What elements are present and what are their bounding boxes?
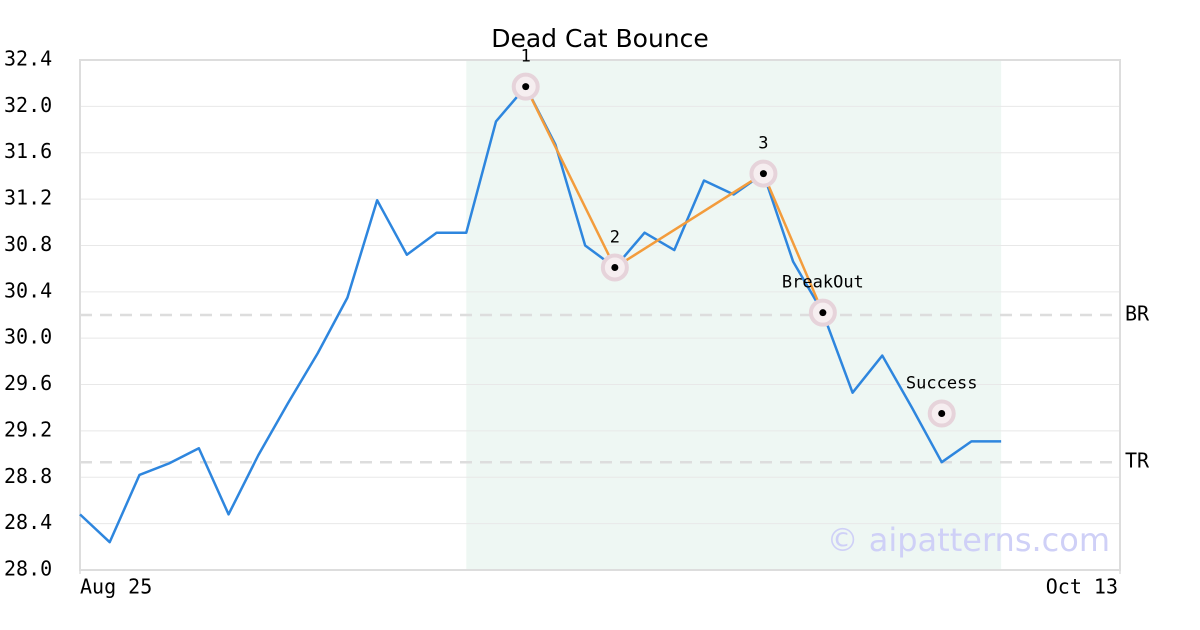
- pattern-line: [524, 86, 825, 314]
- y-tick-label: 30.0: [4, 325, 52, 349]
- y-tick-label: 31.2: [4, 186, 52, 210]
- y-tick-label: 29.2: [4, 417, 52, 441]
- level-label: TR: [1125, 449, 1150, 473]
- level-label: BR: [1125, 302, 1150, 326]
- y-tick-label: 30.8: [4, 232, 52, 256]
- y-tick-label: 28.4: [4, 510, 52, 534]
- annotation-dot: [759, 170, 767, 178]
- y-tick-label: 30.4: [4, 278, 52, 302]
- annotation-label: 3: [758, 134, 768, 154]
- annotation-dot: [938, 410, 946, 418]
- annotation-label: Success: [906, 374, 978, 394]
- y-tick-label: 28.8: [4, 464, 52, 488]
- annotation-dot: [611, 263, 619, 271]
- annotation-dot: [819, 309, 827, 317]
- watermark: © aipatterns.com: [827, 521, 1110, 559]
- chart-title: Dead Cat Bounce: [491, 24, 709, 53]
- annotation-label: 1: [521, 47, 531, 67]
- annotation-dot: [522, 83, 530, 91]
- y-tick-label: 32.4: [4, 47, 52, 71]
- x-tick-label: Aug 25: [80, 575, 152, 599]
- y-tick-label: 31.6: [4, 139, 52, 163]
- annotation-label: BreakOut: [782, 273, 864, 293]
- y-tick-label: 29.6: [4, 371, 52, 395]
- y-tick-label: 28.0: [4, 557, 52, 581]
- annotation-label: 2: [610, 227, 620, 247]
- x-tick-label: Oct 13: [1046, 575, 1118, 599]
- y-tick-label: 32.0: [4, 93, 52, 117]
